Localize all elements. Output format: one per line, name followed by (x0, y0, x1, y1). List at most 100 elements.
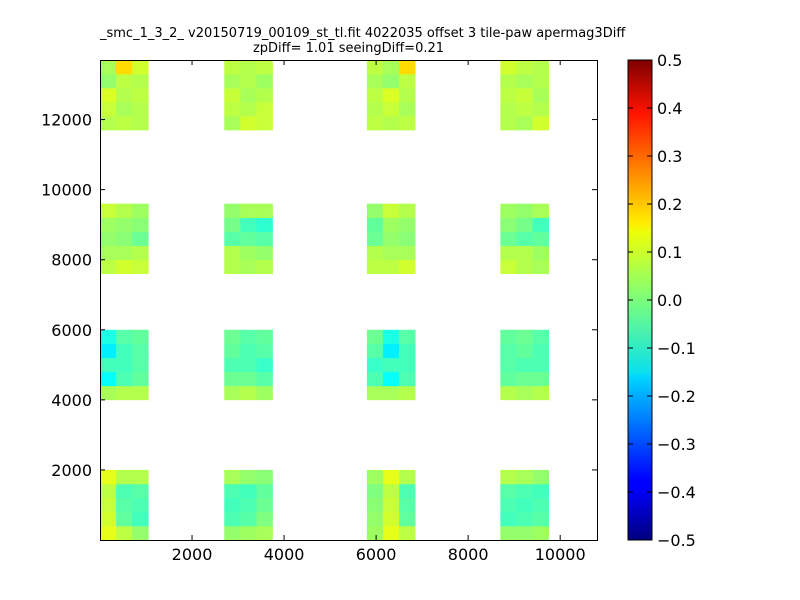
heatmap-cell (256, 343, 273, 359)
heatmap-cell (500, 511, 517, 527)
heatmap-cell (383, 60, 400, 75)
colorbar-tick-label: −0.3 (657, 435, 696, 454)
x-tick-label: 8000 (448, 545, 489, 564)
heatmap-cell (224, 371, 241, 387)
heatmap-cell (500, 245, 517, 261)
heatmap-cell (366, 259, 384, 275)
heatmap-cell (116, 511, 133, 527)
heatmap-cell (383, 371, 400, 387)
heatmap-cell (532, 116, 549, 131)
heatmap-cell (366, 497, 384, 513)
heatmap-cell (366, 203, 384, 218)
heatmap-cell (240, 217, 257, 232)
heatmap-cell (516, 60, 533, 75)
heatmap-cell (399, 483, 416, 499)
heatmap-cell (100, 88, 117, 103)
heatmap-cell (383, 116, 400, 131)
heatmap-cell (516, 116, 533, 131)
heatmap-cell (500, 371, 517, 387)
heatmap-cell (532, 385, 549, 401)
heatmap-cell (240, 74, 257, 89)
colorbar-tick-label: 0.2 (657, 195, 682, 214)
heatmap-cell (532, 74, 549, 89)
y-axis: 2000 4000 6000 8000 10000 12000 (41, 111, 597, 480)
heatmap-cell (100, 385, 117, 401)
heatmap-cell (399, 60, 416, 75)
heatmap-cell (532, 497, 549, 513)
colorbar-tick-label: 0.4 (657, 99, 682, 118)
colorbar-tick-label: −0.2 (657, 387, 696, 406)
heatmap-cell (366, 511, 384, 527)
heatmap-cell (256, 497, 273, 513)
heatmap-cell (500, 203, 517, 218)
colorbar-axis: 0.5 0.4 0.3 0.2 0.1 0.0 −0.1 −0.2 −0.3 −0.4 −0.5 (628, 51, 696, 550)
heatmap-cell (100, 231, 117, 246)
heatmap-cell (399, 231, 416, 246)
heatmap-cell (132, 203, 149, 218)
heatmap-cell (500, 116, 517, 131)
heatmap-cell (132, 217, 149, 232)
heatmap-cell (516, 245, 533, 261)
heatmap-cell (240, 497, 257, 513)
heatmap-cell (132, 343, 149, 359)
heatmap-cell (240, 60, 257, 75)
heatmap-cell (383, 329, 400, 345)
heatmap-cell (516, 343, 533, 359)
heatmap-cell (132, 371, 149, 387)
heatmap-cell (256, 385, 273, 401)
heatmap-cell (240, 88, 257, 103)
y-tick-label: 10000 (41, 181, 92, 200)
heatmap-cell (116, 385, 133, 401)
heatmap-cell (500, 497, 517, 513)
heatmap-cell (132, 511, 149, 527)
heatmap-cell (256, 329, 273, 345)
heatmap-cell (383, 102, 400, 117)
colorbar-tick-label: −0.5 (657, 531, 696, 550)
heatmap-cell (366, 60, 384, 75)
heatmap-cell (516, 217, 533, 232)
heatmap-cell (100, 497, 117, 513)
chart-subtitle: zpDiff= 1.01 seeingDiff=0.21 (252, 41, 445, 56)
heatmap-cell (224, 483, 241, 499)
heatmap-cell (132, 483, 149, 499)
colorbar-tick-label: 0.0 (657, 291, 682, 310)
plot-frame (100, 60, 598, 541)
heatmap-cell (383, 231, 400, 246)
heatmap-cell (132, 329, 149, 345)
heatmap-cell (532, 88, 549, 103)
heatmap-cell (240, 469, 257, 485)
heatmap-cell (366, 245, 384, 261)
heatmap-cell (116, 329, 133, 345)
heatmap-cell (132, 88, 149, 103)
heatmap-cell (516, 203, 533, 218)
heatmap-cell (500, 259, 517, 275)
heatmap-cell (532, 329, 549, 345)
heatmap-cell (116, 483, 133, 499)
heatmap-cell (366, 343, 384, 359)
heatmap-cell (516, 357, 533, 373)
heatmap-cell (383, 245, 400, 261)
heatmap-cell (100, 245, 117, 261)
heatmap-cell (224, 329, 241, 345)
heatmap-cell (116, 60, 133, 75)
heatmap-cell (224, 245, 241, 261)
heatmap-cell (532, 259, 549, 275)
heatmap-cell (383, 469, 400, 485)
heatmap-cell (256, 116, 273, 131)
heatmap-cell (516, 102, 533, 117)
heatmap-cell (399, 203, 416, 218)
heatmap-cell (256, 357, 273, 373)
heatmap-cell (399, 525, 416, 541)
x-tick-label: 10000 (535, 545, 586, 564)
heatmap-cell (240, 329, 257, 345)
heatmap-cell (256, 217, 273, 232)
heatmap-cell (532, 60, 549, 75)
heatmap-cell (240, 371, 257, 387)
heatmap-cell (532, 203, 549, 218)
heatmap-cell (399, 116, 416, 131)
heatmap-cell (256, 74, 273, 89)
heatmap-cell (500, 217, 517, 232)
heatmap-cell (100, 259, 117, 275)
heatmap-cell (116, 102, 133, 117)
heatmap-cell (383, 385, 400, 401)
